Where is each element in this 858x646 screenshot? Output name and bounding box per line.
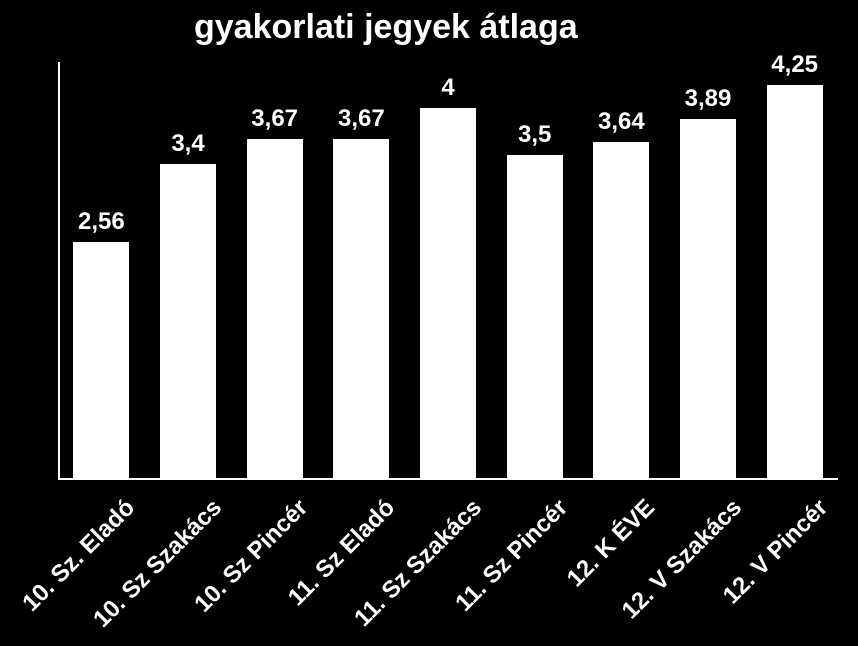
bar [767,85,823,480]
bar [420,108,476,480]
bar [160,164,216,480]
value-label: 4 [441,74,454,102]
value-label: 3,89 [685,85,732,113]
bar-chart: gyakorlati jegyek átlaga 2,5610. Sz. Ela… [0,0,858,646]
value-label: 4,25 [771,51,818,79]
bar [507,155,563,480]
value-label: 3,67 [338,105,385,133]
value-label: 3,5 [518,121,551,149]
bar [593,142,649,480]
chart-title: gyakorlati jegyek átlaga [194,8,578,47]
bar [247,139,303,480]
bar [680,119,736,480]
value-label: 3,64 [598,108,645,136]
value-label: 2,56 [78,208,125,236]
value-label: 3,67 [251,105,298,133]
value-label: 3,4 [171,130,204,158]
bar [73,242,129,480]
bar [333,139,389,480]
